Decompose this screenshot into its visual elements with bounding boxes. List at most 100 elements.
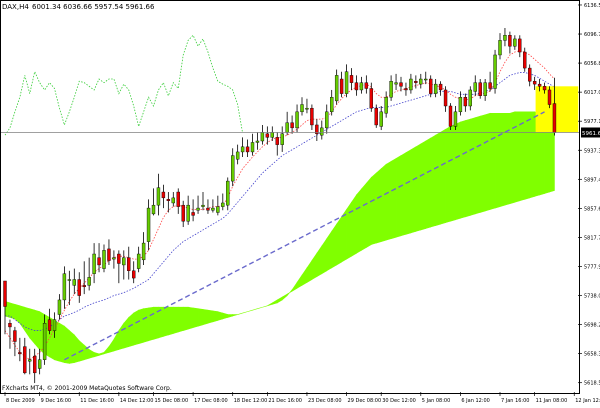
cloud-segment [425, 137, 432, 229]
candle-body [112, 257, 116, 260]
candle [463, 93, 468, 112]
candle-body [131, 270, 136, 279]
x-tick-label: 14 Dec 12:00 [120, 398, 154, 404]
candle [156, 173, 161, 216]
candle-body [141, 242, 146, 261]
candle-body [463, 97, 468, 107]
x-tick-label: 15 Dec 08:00 [155, 398, 189, 404]
price-tag [581, 127, 600, 138]
candle-body [191, 212, 195, 216]
cloud-segment [405, 149, 412, 235]
candle [28, 348, 32, 375]
candle [8, 319, 12, 349]
candle-body [245, 146, 250, 153]
cloud-segment [489, 112, 496, 210]
candle-body [503, 35, 507, 41]
candle-body [379, 111, 383, 127]
candle [518, 35, 522, 58]
candle-body [82, 285, 86, 288]
candle [305, 98, 309, 114]
candle-body [181, 204, 185, 222]
cloud-segment [519, 111, 526, 202]
candle-body [92, 253, 96, 274]
cloud-segment [445, 125, 451, 224]
candle [334, 69, 339, 105]
cloud-segment [346, 201, 352, 260]
cloud-segment [217, 311, 224, 321]
candle [389, 75, 393, 101]
x-tick-label: 7 Jan 16:00 [501, 398, 529, 404]
candle [280, 126, 284, 152]
x-tick-label: 29 Dec 08:00 [348, 398, 382, 404]
candle-body [295, 111, 299, 129]
x-axis: 8 Dec 2009 9 Dec 16:00 11 Dec 16:00 14 Dec … [4, 392, 600, 404]
candle-body [542, 86, 547, 91]
candle [364, 75, 369, 94]
candle [458, 91, 463, 116]
candle [315, 119, 319, 141]
candle [295, 104, 299, 133]
candle [201, 192, 205, 211]
candle-body [161, 191, 166, 199]
plot-frame [0, 0, 580, 394]
candle-body [532, 81, 537, 85]
candle-body [72, 279, 77, 286]
cloud-segment [173, 306, 179, 334]
candle [67, 270, 72, 306]
highlight-layer [535, 86, 579, 133]
candle-body [320, 127, 324, 136]
cloud-segment [197, 308, 204, 327]
cloud-segment [356, 188, 362, 254]
cloud-segment [410, 146, 417, 234]
candle-body [127, 257, 131, 271]
y-tick-label: 5937.30 [584, 148, 600, 154]
candle-body [310, 107, 314, 126]
candle-body [300, 104, 304, 113]
candle [354, 75, 359, 96]
candle-body [240, 146, 245, 153]
candle-body [47, 319, 52, 331]
candle-body [62, 273, 67, 301]
candle-body [230, 155, 235, 182]
candle [478, 79, 482, 99]
candle [250, 133, 255, 156]
candle-body [315, 124, 319, 134]
y-tick-label: 5738.05 [584, 294, 600, 300]
candle [523, 47, 527, 72]
candle-body [146, 207, 151, 242]
x-tick-label: 11 Dec 16:00 [80, 398, 114, 404]
y-tick-label: 5897.45 [584, 177, 600, 183]
y-tick-label: 5857.60 [584, 206, 600, 212]
candle-body [186, 204, 190, 222]
candle-body [523, 51, 527, 69]
cloud-segment [187, 306, 194, 330]
candle [547, 86, 552, 109]
candle-body [488, 82, 492, 89]
candle-body [374, 107, 378, 126]
candle [498, 33, 502, 60]
cloud-segment [9, 302, 16, 320]
cloud-segment [420, 140, 427, 231]
candle-body [424, 78, 428, 81]
candle [508, 31, 512, 54]
y-tick-label: 5977.15 [584, 119, 600, 125]
candle-body [33, 355, 37, 374]
candle [344, 64, 349, 98]
price-tag-label: 5961.66 [582, 131, 600, 137]
cloud-segment [326, 230, 333, 272]
highlight-box [535, 86, 579, 133]
candle-body [404, 88, 408, 91]
candle-body [384, 97, 388, 114]
cloud-segment [529, 111, 535, 199]
x-tick-label: 18 Dec 12:00 [234, 398, 268, 404]
candle [230, 148, 235, 187]
header-ohlc: 6001.34 6036.66 5957.54 5961.66 [32, 3, 155, 11]
candle [384, 91, 388, 118]
candle [320, 120, 324, 140]
candle [146, 199, 151, 251]
candle [186, 195, 190, 225]
candle-body [414, 81, 418, 83]
candle-body [478, 82, 482, 96]
candle-body [260, 132, 265, 142]
candle-body [166, 199, 171, 201]
